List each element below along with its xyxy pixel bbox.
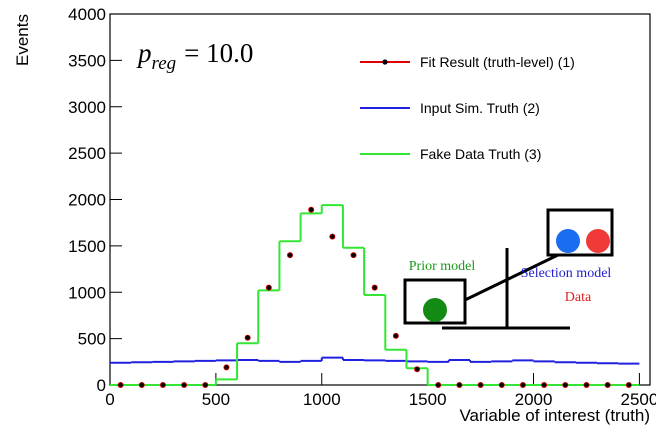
y-tick-label: 4000 [68, 5, 106, 24]
y-tick-label: 0 [97, 376, 106, 395]
data-point [604, 381, 611, 388]
inset: Prior model Selection model Data [403, 208, 614, 330]
data-point [265, 284, 272, 291]
x-tick-label: 500 [202, 390, 230, 409]
data-point [392, 332, 399, 339]
annotation-symbol: p [136, 38, 152, 68]
y-tick-label: 500 [78, 330, 106, 349]
x-tick-label: 2000 [515, 390, 553, 409]
data-point [159, 381, 166, 388]
inset-data-label: Data [565, 290, 592, 305]
x-tick-label: 1000 [303, 390, 341, 409]
y-tick-label: 3000 [68, 98, 106, 117]
y-axis-label: Events [13, 14, 32, 66]
legend-label: Fit Result (truth-level) (1) [420, 54, 575, 70]
data-point [138, 381, 145, 388]
data-point [117, 381, 124, 388]
data-point [202, 381, 209, 388]
data-point [244, 334, 251, 341]
data-point [181, 381, 188, 388]
y-tick-label: 1000 [68, 283, 106, 302]
legend-label: Fake Data Truth (3) [420, 146, 541, 162]
y-tick-label: 3500 [68, 51, 106, 70]
data-point [583, 381, 590, 388]
annotation-text: = 10.0 [184, 38, 253, 68]
inset-prior-label: Prior model [409, 259, 476, 274]
data-point [456, 381, 463, 388]
data-point [519, 381, 526, 388]
data-point [350, 252, 357, 259]
x-tick-label: 2500 [620, 390, 656, 409]
data-point [435, 381, 442, 388]
data-point [414, 366, 421, 373]
data-point [498, 381, 505, 388]
annotation: preg = 10.0 [136, 38, 253, 74]
y-tick-label: 1500 [68, 237, 106, 256]
y-tick-label: 2000 [68, 191, 106, 210]
data-point [329, 233, 336, 240]
annotation-subscript: reg [152, 53, 177, 74]
data-point [562, 381, 569, 388]
x-tick-label: 0 [105, 390, 114, 409]
inset-selection-label: Selection model [521, 266, 612, 281]
legend-marker [382, 59, 388, 65]
data-point [308, 206, 315, 213]
data-point [541, 381, 548, 388]
x-axis-label: Variable of interest (truth) [459, 406, 650, 425]
y-tick-label: 2500 [68, 144, 106, 163]
data-point [371, 284, 378, 291]
data-point [625, 381, 632, 388]
x-tick-label: 1500 [409, 390, 447, 409]
data-point [223, 364, 230, 371]
legend-label: Input Sim. Truth (2) [420, 100, 540, 116]
data-point [477, 381, 484, 388]
data-point [286, 252, 293, 259]
